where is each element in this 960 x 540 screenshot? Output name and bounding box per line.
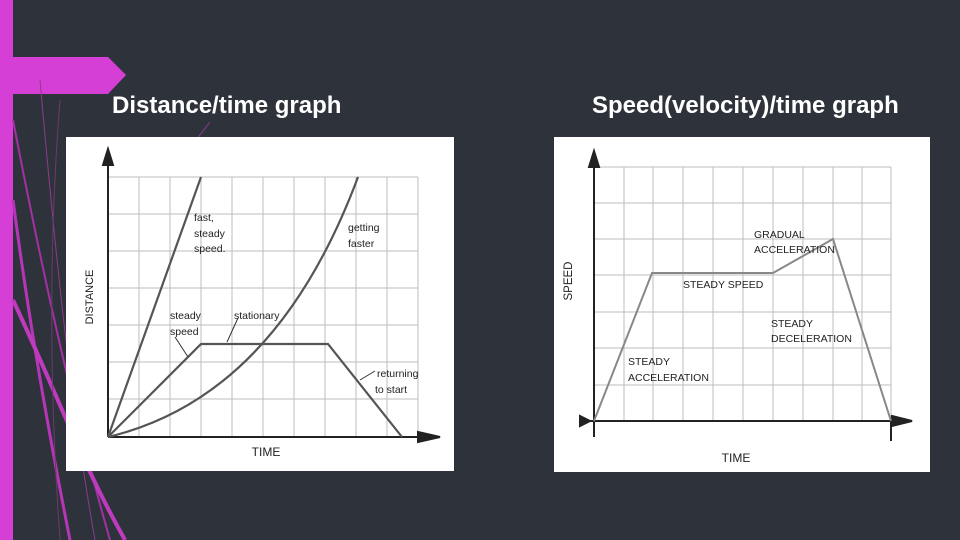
accent-curve xyxy=(39,79,96,540)
accent-curve xyxy=(11,199,72,540)
speed-time-graph: SPEED TIME GRADUAL ACCELERATION STEADY S… xyxy=(554,137,930,472)
speed-line xyxy=(593,237,892,422)
steady-speed-leader xyxy=(174,336,189,358)
axes xyxy=(101,145,441,444)
returning-leader xyxy=(359,370,376,381)
steady-deceleration-label: DECELERATION xyxy=(771,333,852,345)
fast-steady-label: fast, xyxy=(194,212,214,224)
y-axis-arrow xyxy=(101,145,115,166)
getting-faster-curve xyxy=(107,176,360,439)
x-axis-label: TIME xyxy=(252,445,281,459)
distance-time-figure: DISTANCE TIME fast, steady speed. gettin… xyxy=(84,145,441,459)
accent-bar xyxy=(0,0,13,540)
distance-time-graph: DISTANCE TIME fast, steady speed. gettin… xyxy=(66,137,454,471)
distance-time-heading: Distance/time graph xyxy=(112,92,342,119)
y-axis-arrow xyxy=(587,147,601,168)
steady-stationary-return-line xyxy=(107,342,403,438)
stationary-leader xyxy=(226,317,239,343)
accent-curve xyxy=(51,99,61,540)
returning-label: to start xyxy=(375,384,407,396)
getting-faster-label: getting xyxy=(348,222,380,234)
stationary-label: stationary xyxy=(234,310,280,322)
x-axis-arrow xyxy=(891,414,913,428)
x-axis-label: TIME xyxy=(722,451,751,465)
getting-faster-label: faster xyxy=(348,238,375,250)
fast-steady-label: speed. xyxy=(194,243,226,255)
axes xyxy=(579,147,913,441)
steady-speed-label: steady xyxy=(170,310,202,322)
steady-acceleration-label: ACCELERATION xyxy=(628,372,709,384)
x-axis-arrow xyxy=(417,430,441,444)
steady-speed-label: speed xyxy=(170,326,199,338)
steady-speed-label: STEADY SPEED xyxy=(683,279,764,291)
distance-lines xyxy=(106,176,403,439)
y-axis-label: SPEED xyxy=(563,262,575,301)
grid xyxy=(108,176,419,437)
steady-acceleration-label: STEADY xyxy=(628,356,670,368)
gradual-acceleration-label: GRADUAL xyxy=(754,229,805,241)
speed-time-heading: Speed(velocity)/time graph xyxy=(592,92,899,119)
returning-label: returning xyxy=(377,368,419,380)
gradual-acceleration-label: ACCELERATION xyxy=(754,244,835,256)
fast-steady-line xyxy=(106,176,203,438)
grid xyxy=(594,166,892,421)
x-axis-start-arrow xyxy=(579,414,593,428)
speed-time-figure: SPEED TIME GRADUAL ACCELERATION STEADY S… xyxy=(563,147,913,465)
accent-arrow-shape xyxy=(13,57,126,94)
fast-steady-label: steady xyxy=(194,228,226,240)
steady-deceleration-label: STEADY xyxy=(771,318,813,330)
leader-lines xyxy=(174,317,376,381)
y-axis-label: DISTANCE xyxy=(84,270,96,325)
